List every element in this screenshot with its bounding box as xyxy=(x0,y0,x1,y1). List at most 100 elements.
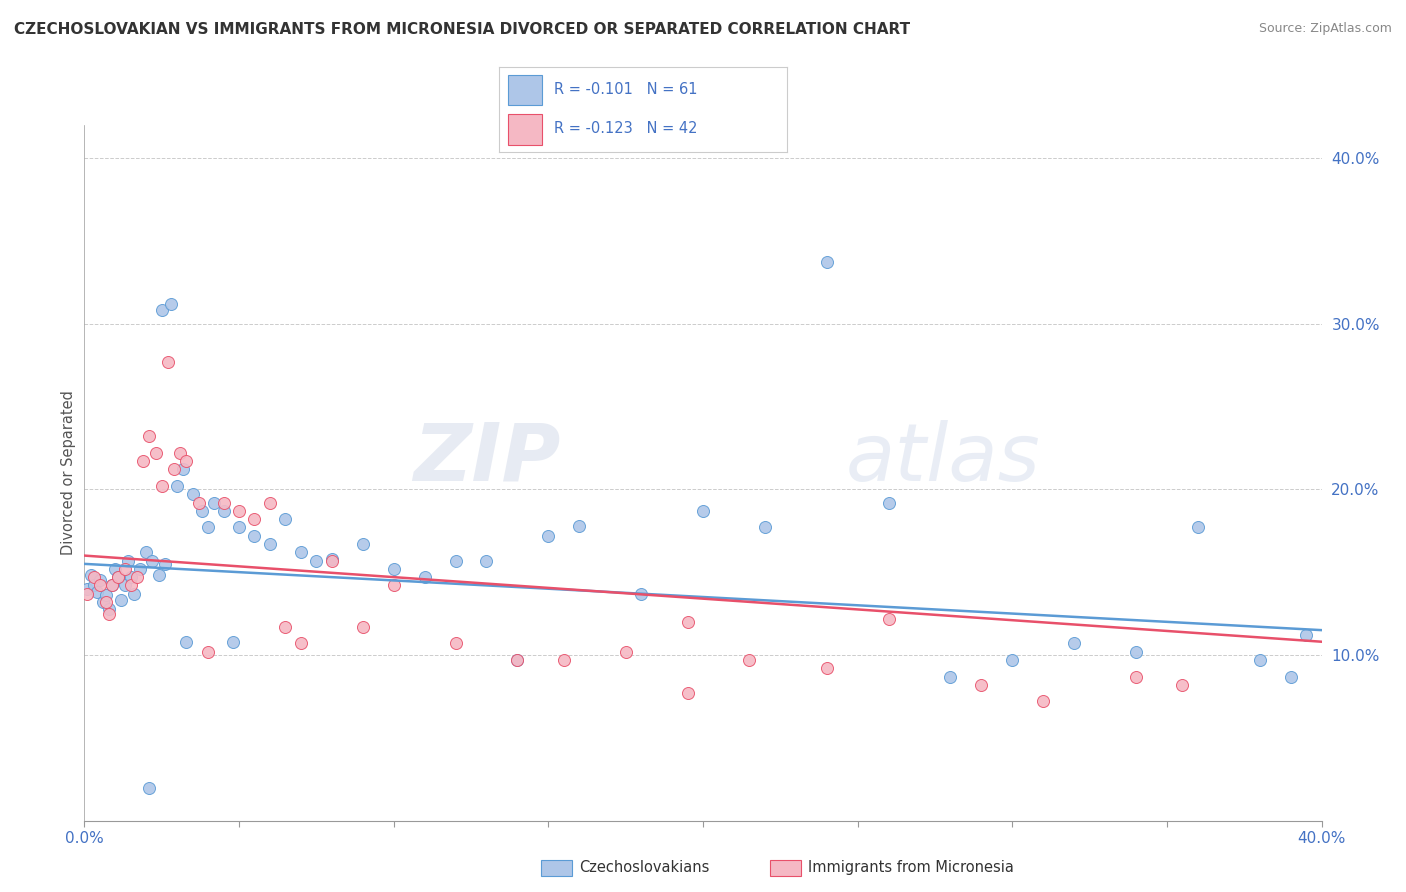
Point xyxy=(101,578,124,592)
Point xyxy=(187,495,209,509)
Point xyxy=(107,570,129,584)
Point xyxy=(114,578,136,592)
Bar xyxy=(508,114,543,145)
Point xyxy=(150,303,173,318)
Point xyxy=(150,479,173,493)
Text: ZIP: ZIP xyxy=(413,420,561,498)
Point xyxy=(197,520,219,534)
Point xyxy=(939,669,962,683)
Point xyxy=(169,446,191,460)
Point xyxy=(120,570,142,584)
Point xyxy=(738,653,761,667)
Point xyxy=(212,495,235,509)
Point xyxy=(86,585,108,599)
Point xyxy=(243,512,266,526)
Point xyxy=(614,645,637,659)
Point xyxy=(1125,645,1147,659)
Point xyxy=(181,487,204,501)
Point xyxy=(101,578,124,592)
Point xyxy=(506,653,529,667)
Bar xyxy=(508,75,543,105)
Text: Source: ZipAtlas.com: Source: ZipAtlas.com xyxy=(1258,22,1392,36)
Point xyxy=(877,611,900,625)
Point xyxy=(259,495,281,509)
Point xyxy=(413,570,436,584)
Point xyxy=(382,562,405,576)
Point xyxy=(228,504,250,518)
Point xyxy=(754,520,776,534)
Point xyxy=(506,653,529,667)
Point xyxy=(568,518,591,533)
Point xyxy=(176,454,198,468)
Point xyxy=(160,297,183,311)
Point xyxy=(222,634,245,648)
Point xyxy=(191,504,214,518)
Point xyxy=(76,587,98,601)
Point xyxy=(125,570,148,584)
Point xyxy=(1249,653,1271,667)
Point xyxy=(79,568,101,582)
Point xyxy=(89,578,111,592)
Point xyxy=(98,601,121,615)
Point xyxy=(382,578,405,592)
Point xyxy=(138,780,160,795)
Text: R = -0.101   N = 61: R = -0.101 N = 61 xyxy=(554,82,697,97)
Point xyxy=(166,479,188,493)
Point xyxy=(83,578,105,592)
Point xyxy=(475,553,498,567)
Point xyxy=(94,595,117,609)
Point xyxy=(352,537,374,551)
Point xyxy=(138,429,160,443)
Point xyxy=(120,578,142,592)
Point xyxy=(537,529,560,543)
Point xyxy=(290,545,312,559)
Point xyxy=(1063,636,1085,650)
Point xyxy=(444,636,467,650)
Point xyxy=(676,686,699,700)
Text: Czechoslovakians: Czechoslovakians xyxy=(579,860,710,874)
Point xyxy=(692,504,714,518)
Point xyxy=(970,678,993,692)
Point xyxy=(243,529,266,543)
Text: atlas: atlas xyxy=(845,420,1040,498)
Point xyxy=(202,495,225,509)
Point xyxy=(274,512,297,526)
Point xyxy=(197,645,219,659)
Point xyxy=(274,620,297,634)
Point xyxy=(305,553,328,567)
Point xyxy=(141,553,163,567)
Point xyxy=(212,504,235,518)
Point xyxy=(676,615,699,629)
Point xyxy=(153,557,176,571)
Point xyxy=(259,537,281,551)
Point xyxy=(145,446,167,460)
Point xyxy=(815,255,838,269)
Point xyxy=(107,570,129,584)
Point xyxy=(117,553,139,567)
Point xyxy=(176,634,198,648)
Point xyxy=(156,355,179,369)
Point xyxy=(1032,694,1054,708)
Point xyxy=(352,620,374,634)
Point xyxy=(76,582,98,596)
Point xyxy=(172,462,194,476)
Point xyxy=(132,454,155,468)
Point xyxy=(91,595,114,609)
Point xyxy=(1187,520,1209,534)
Point xyxy=(83,570,105,584)
Point xyxy=(122,587,145,601)
Point xyxy=(135,545,157,559)
Point xyxy=(630,587,652,601)
Y-axis label: Divorced or Separated: Divorced or Separated xyxy=(60,391,76,555)
Point xyxy=(98,607,121,621)
Point xyxy=(290,636,312,650)
Text: CZECHOSLOVAKIAN VS IMMIGRANTS FROM MICRONESIA DIVORCED OR SEPARATED CORRELATION : CZECHOSLOVAKIAN VS IMMIGRANTS FROM MICRO… xyxy=(14,22,910,37)
Point xyxy=(148,568,170,582)
Point xyxy=(129,562,152,576)
Text: Immigrants from Micronesia: Immigrants from Micronesia xyxy=(808,860,1014,874)
Point xyxy=(1295,628,1317,642)
Point xyxy=(104,562,127,576)
Point xyxy=(228,520,250,534)
Point xyxy=(1125,669,1147,683)
Point xyxy=(444,553,467,567)
